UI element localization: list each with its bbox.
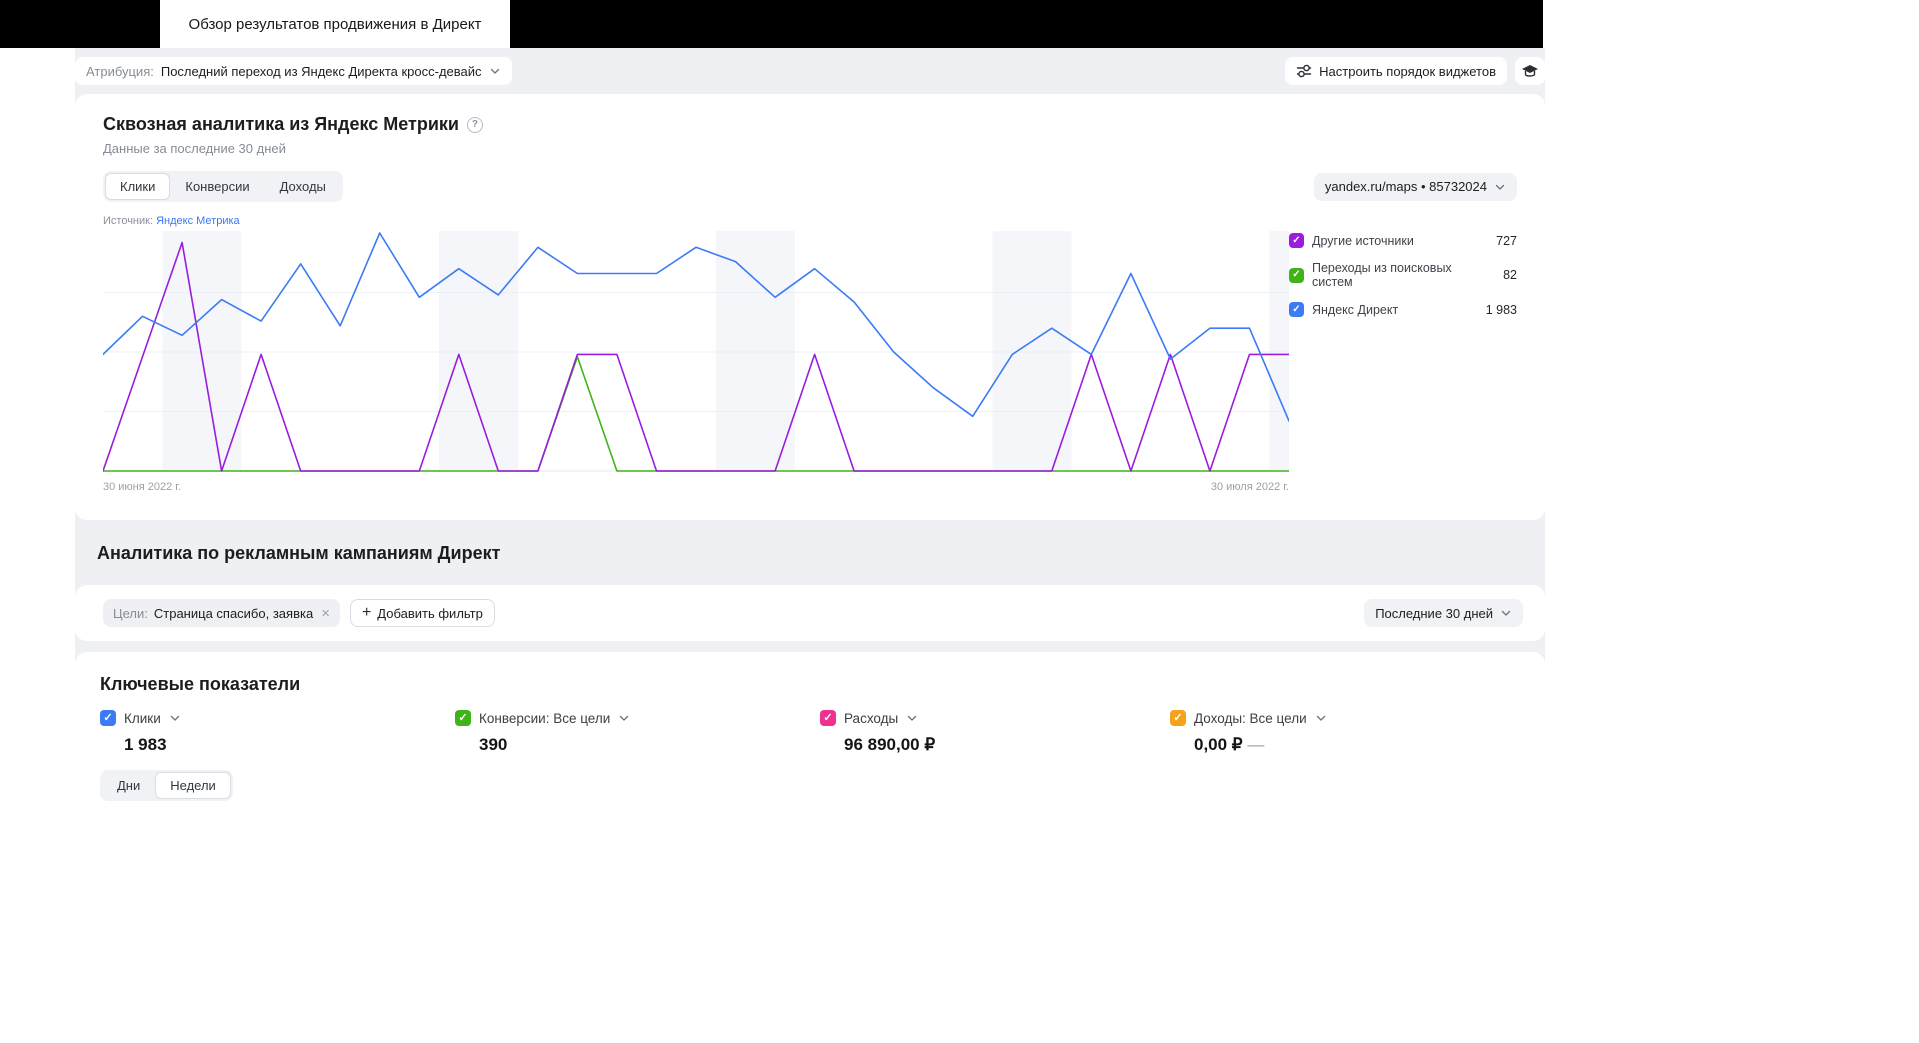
tab-clicks[interactable]: Клики: [105, 173, 171, 200]
metric-label: Доходы: Все цели: [1194, 710, 1307, 726]
metric-value: 96 890,00 ₽: [844, 735, 936, 754]
goal-filter-label: Цели:: [113, 605, 148, 621]
chevron-down-icon: [1501, 610, 1511, 616]
x-axis-end-label: 30 июля 2022 г.: [1210, 481, 1289, 493]
source-label: Источник:: [103, 215, 154, 227]
chart-x-axis: 30 июня 2022 г. 30 июля 2022 г.: [103, 481, 1289, 493]
metric-clicks: Клики 1 983: [100, 710, 181, 755]
metrika-card: Сквозная аналитика из Яндекс Метрики ? Д…: [75, 94, 1545, 520]
x-axis-start-label: 30 июня 2022 г.: [103, 481, 182, 493]
add-filter-button[interactable]: + Добавить фильтр: [349, 599, 495, 627]
metrika-line-chart: [103, 231, 1289, 472]
metric-no-data-dash: —: [1247, 735, 1265, 754]
legend-value: 82: [1503, 268, 1517, 282]
help-icon[interactable]: ?: [466, 116, 483, 133]
toolbar: Атрибуция: Последний переход из Яндекс Д…: [75, 57, 1545, 85]
graduation-cap-icon: [1522, 65, 1538, 77]
counter-select[interactable]: yandex.ru/maps • 85732024: [1313, 172, 1517, 201]
goal-filter-value: Страница спасибо, заявка: [153, 605, 314, 621]
metric-value: 390: [479, 735, 508, 754]
page-tab[interactable]: Обзор результатов продвижения в Директ: [160, 0, 510, 48]
legend-value: 727: [1496, 233, 1517, 248]
metric-conversions-header[interactable]: Конверсии: Все цели: [455, 710, 630, 726]
metric-revenue: Доходы: Все цели 0,00 ₽ —: [1170, 710, 1327, 755]
section-title: Аналитика по рекламным кампаниям Директ: [97, 543, 501, 563]
metric-value: 1 983: [124, 735, 167, 754]
metric-costs-header[interactable]: Расходы: [820, 710, 935, 726]
chart-metric-tabs: Клики Конверсии Доходы: [103, 171, 343, 202]
metric-conversions: Конверсии: Все цели 390: [455, 710, 630, 755]
legend-checkbox-search-traffic[interactable]: [1289, 267, 1304, 283]
metric-costs-checkbox[interactable]: [820, 710, 836, 726]
education-button[interactable]: [1515, 57, 1545, 85]
tab-revenue[interactable]: Доходы: [279, 179, 326, 194]
legend-label: Переходы из поисковых систем: [1312, 261, 1452, 289]
toggle-days[interactable]: Дни: [117, 778, 141, 793]
tab-conversions[interactable]: Конверсии: [185, 179, 250, 194]
filter-bar: Цели: Страница спасибо, заявка × + Добав…: [75, 585, 1545, 641]
metrika-tabs-row: Клики Конверсии Доходы yandex.ru/maps • …: [103, 171, 1517, 202]
chevron-down-icon: [490, 68, 499, 74]
kpi-card: Ключевые показатели Клики 1 983 Конверси…: [75, 652, 1545, 1043]
legend-value: 1 983: [1485, 302, 1517, 317]
remove-filter-icon[interactable]: ×: [321, 604, 330, 622]
metrika-card-title: Сквозная аналитика из Яндекс Метрики: [103, 114, 459, 134]
legend-label: Другие источники: [1312, 233, 1414, 248]
plus-icon: +: [361, 604, 372, 621]
granularity-toggle: Дни Недели: [100, 770, 233, 801]
period-select-value: Последние 30 дней: [1375, 605, 1493, 621]
kpi-card-title: Ключевые показатели: [100, 674, 301, 694]
chart-area: 30 июня 2022 г. 30 июля 2022 г.: [103, 231, 1289, 493]
chart-legend: Другие источники 727 Переходы из поисков…: [1289, 231, 1517, 330]
legend-item-search-traffic: Переходы из поисковых систем 82: [1289, 261, 1517, 289]
chevron-down-icon: [908, 715, 917, 721]
metric-value: 0,00 ₽ —: [1194, 735, 1265, 754]
legend-checkbox-other-sources[interactable]: [1289, 233, 1304, 248]
legend-checkbox-yandex-direct[interactable]: [1289, 302, 1304, 317]
metric-conversions-checkbox[interactable]: [455, 710, 471, 726]
metric-costs: Расходы 96 890,00 ₽: [820, 710, 935, 755]
configure-widgets-label: Настроить порядок виджетов: [1319, 63, 1496, 79]
metric-label: Конверсии: Все цели: [479, 710, 611, 726]
chevron-down-icon: [1495, 184, 1505, 190]
legend-label: Яндекс Директ: [1312, 302, 1399, 317]
add-filter-label: Добавить фильтр: [377, 605, 483, 621]
metric-label: Расходы: [844, 710, 899, 726]
toolbar-right: Настроить порядок виджетов: [1285, 57, 1545, 85]
metric-clicks-header[interactable]: Клики: [100, 710, 181, 726]
top-bar: Обзор результатов продвижения в Директ: [0, 0, 1543, 48]
sliders-icon: [1296, 64, 1312, 78]
period-select[interactable]: Последние 30 дней: [1364, 599, 1523, 627]
legend-item-other-sources: Другие источники 727: [1289, 233, 1517, 248]
attribution-label: Атрибуция:: [86, 63, 154, 79]
configure-widgets-button[interactable]: Настроить порядок виджетов: [1285, 57, 1507, 85]
page-tab-title: Обзор результатов продвижения в Директ: [188, 15, 482, 33]
metrika-card-header: Сквозная аналитика из Яндекс Метрики ?: [103, 114, 1517, 135]
chevron-down-icon: [170, 715, 179, 721]
metrika-source-link[interactable]: Яндекс Метрика: [156, 215, 240, 227]
metric-clicks-checkbox[interactable]: [100, 710, 116, 726]
metric-revenue-header[interactable]: Доходы: Все цели: [1170, 710, 1327, 726]
metric-revenue-checkbox[interactable]: [1170, 710, 1186, 726]
attribution-value: Последний переход из Яндекс Директа крос…: [160, 63, 482, 79]
toggle-weeks[interactable]: Недели: [155, 772, 231, 799]
goal-filter-chip[interactable]: Цели: Страница спасибо, заявка ×: [103, 599, 340, 627]
chart-row: 30 июня 2022 г. 30 июля 2022 г. Другие и…: [103, 231, 1517, 493]
metrika-card-subtitle: Данные за последние 30 дней: [103, 141, 286, 156]
attribution-select[interactable]: Атрибуция: Последний переход из Яндекс Д…: [75, 57, 512, 85]
source-row: Источник: Яндекс Метрика: [103, 215, 1517, 227]
metric-label: Клики: [124, 710, 161, 726]
chevron-down-icon: [620, 715, 629, 721]
page-background: Атрибуция: Последний переход из Яндекс Д…: [75, 48, 1545, 1043]
counter-select-value: yandex.ru/maps • 85732024: [1324, 179, 1487, 194]
chevron-down-icon: [1316, 715, 1325, 721]
legend-item-yandex-direct: Яндекс Директ 1 983: [1289, 302, 1517, 317]
